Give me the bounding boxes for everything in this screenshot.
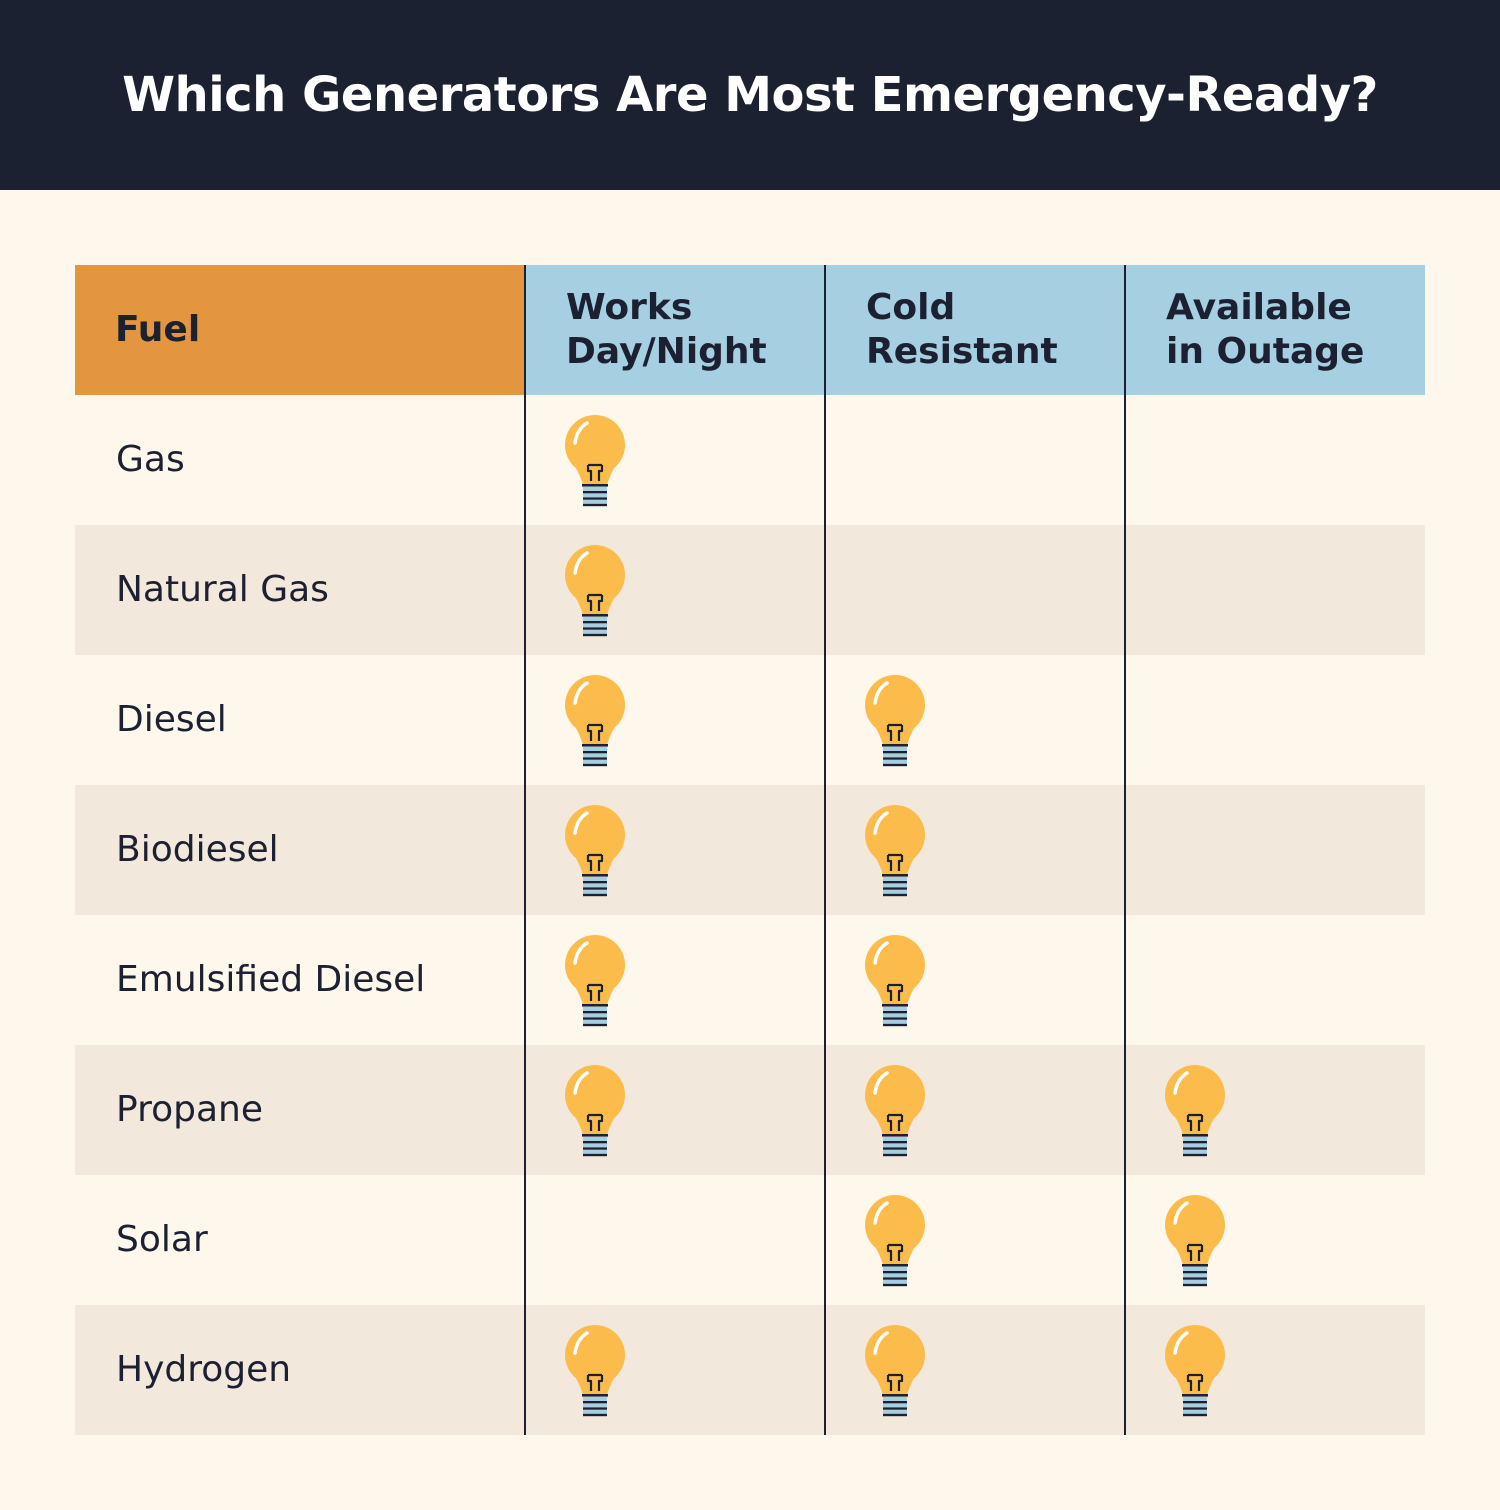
table-cell xyxy=(825,395,1125,525)
fuel-label: Natural Gas xyxy=(116,569,329,610)
light-bulb-icon xyxy=(865,1325,925,1417)
light-bulb-icon xyxy=(865,805,925,897)
table-cell xyxy=(525,915,825,1045)
table-cell xyxy=(1125,1045,1425,1175)
light-bulb-icon xyxy=(565,1065,625,1157)
table-row: Propane xyxy=(75,1045,1425,1175)
table-cell xyxy=(525,1175,825,1305)
table-row: Diesel xyxy=(75,655,1425,785)
table-cell xyxy=(825,655,1125,785)
header-fuel-label: Fuel xyxy=(115,309,201,350)
table-cell xyxy=(825,1045,1125,1175)
light-bulb-icon xyxy=(565,805,625,897)
header-cold-resistant-label: Cold Resistant xyxy=(866,287,1058,372)
column-divider xyxy=(824,265,826,1435)
light-bulb-icon xyxy=(865,935,925,1027)
column-divider xyxy=(524,265,526,1435)
light-bulb-icon xyxy=(565,675,625,767)
header-available-in-outage: Available in Outage xyxy=(1125,265,1425,395)
light-bulb-icon xyxy=(565,935,625,1027)
fuel-label: Propane xyxy=(116,1089,263,1130)
column-divider xyxy=(1124,265,1126,1435)
table-row: Emulsified Diesel xyxy=(75,915,1425,1045)
table-cell xyxy=(825,1305,1125,1435)
table-cell xyxy=(1125,1305,1425,1435)
table-cell xyxy=(525,1305,825,1435)
title-bar xyxy=(0,0,1500,190)
header-works-day-night: Works Day/Night xyxy=(525,265,825,395)
fuel-label: Solar xyxy=(116,1219,208,1260)
table-cell xyxy=(825,915,1125,1045)
table-cell xyxy=(1125,395,1425,525)
light-bulb-icon xyxy=(865,675,925,767)
light-bulb-icon xyxy=(565,415,625,507)
table-cell xyxy=(525,395,825,525)
table-row: Hydrogen xyxy=(75,1305,1425,1435)
header-cold-resistant: Cold Resistant xyxy=(825,265,1125,395)
light-bulb-icon xyxy=(1165,1195,1225,1287)
table-cell xyxy=(1125,785,1425,915)
table-row: Natural Gas xyxy=(75,525,1425,655)
fuel-label: Diesel xyxy=(116,699,227,740)
page-title: Which Generators Are Most Emergency-Read… xyxy=(122,67,1378,123)
table-cell xyxy=(825,1175,1125,1305)
light-bulb-icon xyxy=(865,1065,925,1157)
light-bulb-icon xyxy=(1165,1325,1225,1417)
header-available-in-outage-label: Available in Outage xyxy=(1166,287,1365,372)
table-cell xyxy=(525,785,825,915)
table-cell xyxy=(525,525,825,655)
fuel-label: Biodiesel xyxy=(116,829,279,870)
light-bulb-icon xyxy=(1165,1065,1225,1157)
header-fuel: Fuel xyxy=(75,265,525,395)
table-cell xyxy=(825,525,1125,655)
fuel-label: Gas xyxy=(116,439,185,480)
table-cell xyxy=(525,1045,825,1175)
table-cell xyxy=(1125,655,1425,785)
light-bulb-icon xyxy=(865,1195,925,1287)
table-cell xyxy=(1125,915,1425,1045)
table-row: Biodiesel xyxy=(75,785,1425,915)
header-works-day-night-label: Works Day/Night xyxy=(566,287,767,372)
table-row: Solar xyxy=(75,1175,1425,1305)
table-cell xyxy=(825,785,1125,915)
fuel-label: Hydrogen xyxy=(116,1349,292,1390)
table-cell xyxy=(525,655,825,785)
table-cell xyxy=(1125,525,1425,655)
light-bulb-icon xyxy=(565,1325,625,1417)
table-row: Gas xyxy=(75,395,1425,525)
table-cell xyxy=(1125,1175,1425,1305)
light-bulb-icon xyxy=(565,545,625,637)
fuel-label: Emulsified Diesel xyxy=(116,959,426,1000)
comparison-table: Fuel Works Day/Night Cold Resistant Avai… xyxy=(75,265,1425,1435)
